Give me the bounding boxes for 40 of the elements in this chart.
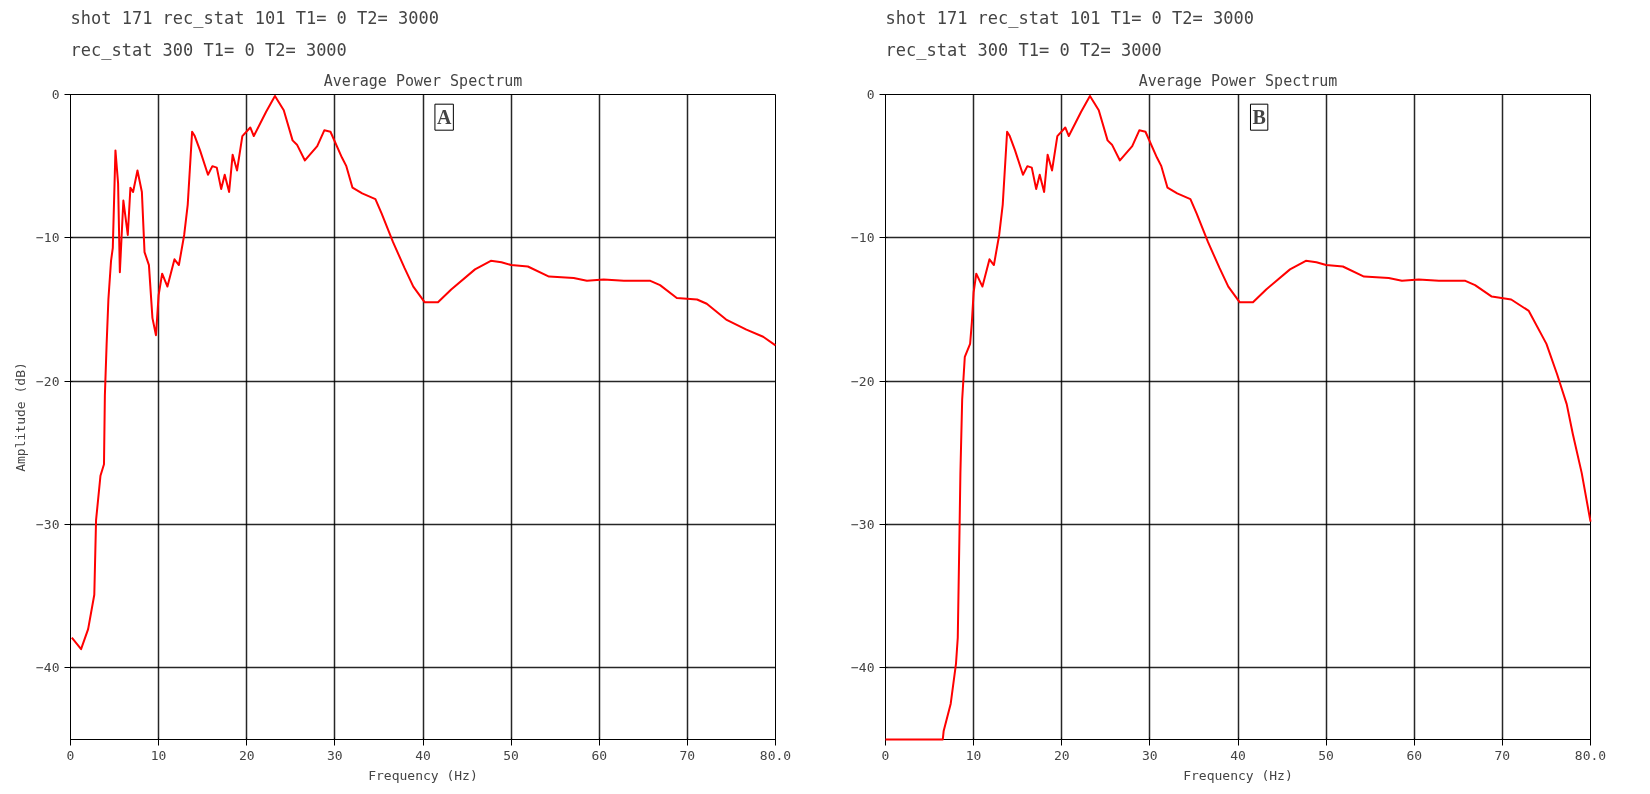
y-tick-label: −40 [36, 660, 60, 676]
chart-title: Average Power Spectrum [323, 71, 523, 90]
y-tick-label: −10 [851, 230, 875, 246]
y-tick-label: −10 [36, 230, 60, 246]
x-tick-label: 20 [238, 747, 255, 763]
x-tick-label: 70 [1494, 747, 1511, 763]
x-tick-label: 40 [1230, 747, 1246, 763]
y-tick-label: −20 [36, 373, 60, 389]
x-tick-label: 30 [327, 747, 343, 763]
annotation: B [1252, 106, 1266, 129]
text: shot 171 rec_stat 101 T1= 0 T2= 3000 [885, 7, 1254, 28]
x-tick-label: 0 [66, 747, 75, 763]
x-tick-label: 60 [1406, 747, 1423, 763]
text: shot 171 rec_stat 101 T1= 0 T2= 3000 [70, 7, 439, 28]
text: rec_stat 300 T1= 0 T2= 3000 [885, 39, 1162, 60]
x-tick-label: 80.0 [759, 747, 792, 763]
chart-title: Average Power Spectrum [1138, 71, 1338, 90]
x-tick-label: 80.0 [1574, 747, 1607, 763]
x-tick-label: 10 [150, 747, 167, 763]
x-tick-label: 20 [1053, 747, 1070, 763]
y-tick-label: −40 [851, 660, 875, 676]
annotation: A [436, 106, 452, 129]
x-tick-label: 60 [591, 747, 608, 763]
y-tick-label: −20 [851, 373, 875, 389]
x-tick-label: 50 [1318, 747, 1334, 763]
x-axis-title: Frequency (Hz) [1183, 767, 1293, 783]
line-series [70, 94, 777, 651]
x-tick-label: 70 [679, 747, 696, 763]
y-tick-label: 0 [51, 87, 60, 102]
y-tick-label: −30 [851, 517, 875, 532]
x-tick-label: 40 [415, 747, 431, 763]
x-tick-label: 0 [881, 747, 890, 763]
x-tick-label: 30 [1142, 747, 1158, 763]
y-axis-title: Amplitude (dB) [13, 362, 29, 472]
text: rec_stat 300 T1= 0 T2= 3000 [70, 39, 347, 60]
x-tick-label: 50 [503, 747, 519, 763]
x-tick-label: 10 [965, 747, 982, 763]
x-axis-title: Frequency (Hz) [368, 767, 478, 783]
y-tick-label: −30 [36, 517, 60, 532]
y-tick-label: 0 [866, 87, 875, 102]
